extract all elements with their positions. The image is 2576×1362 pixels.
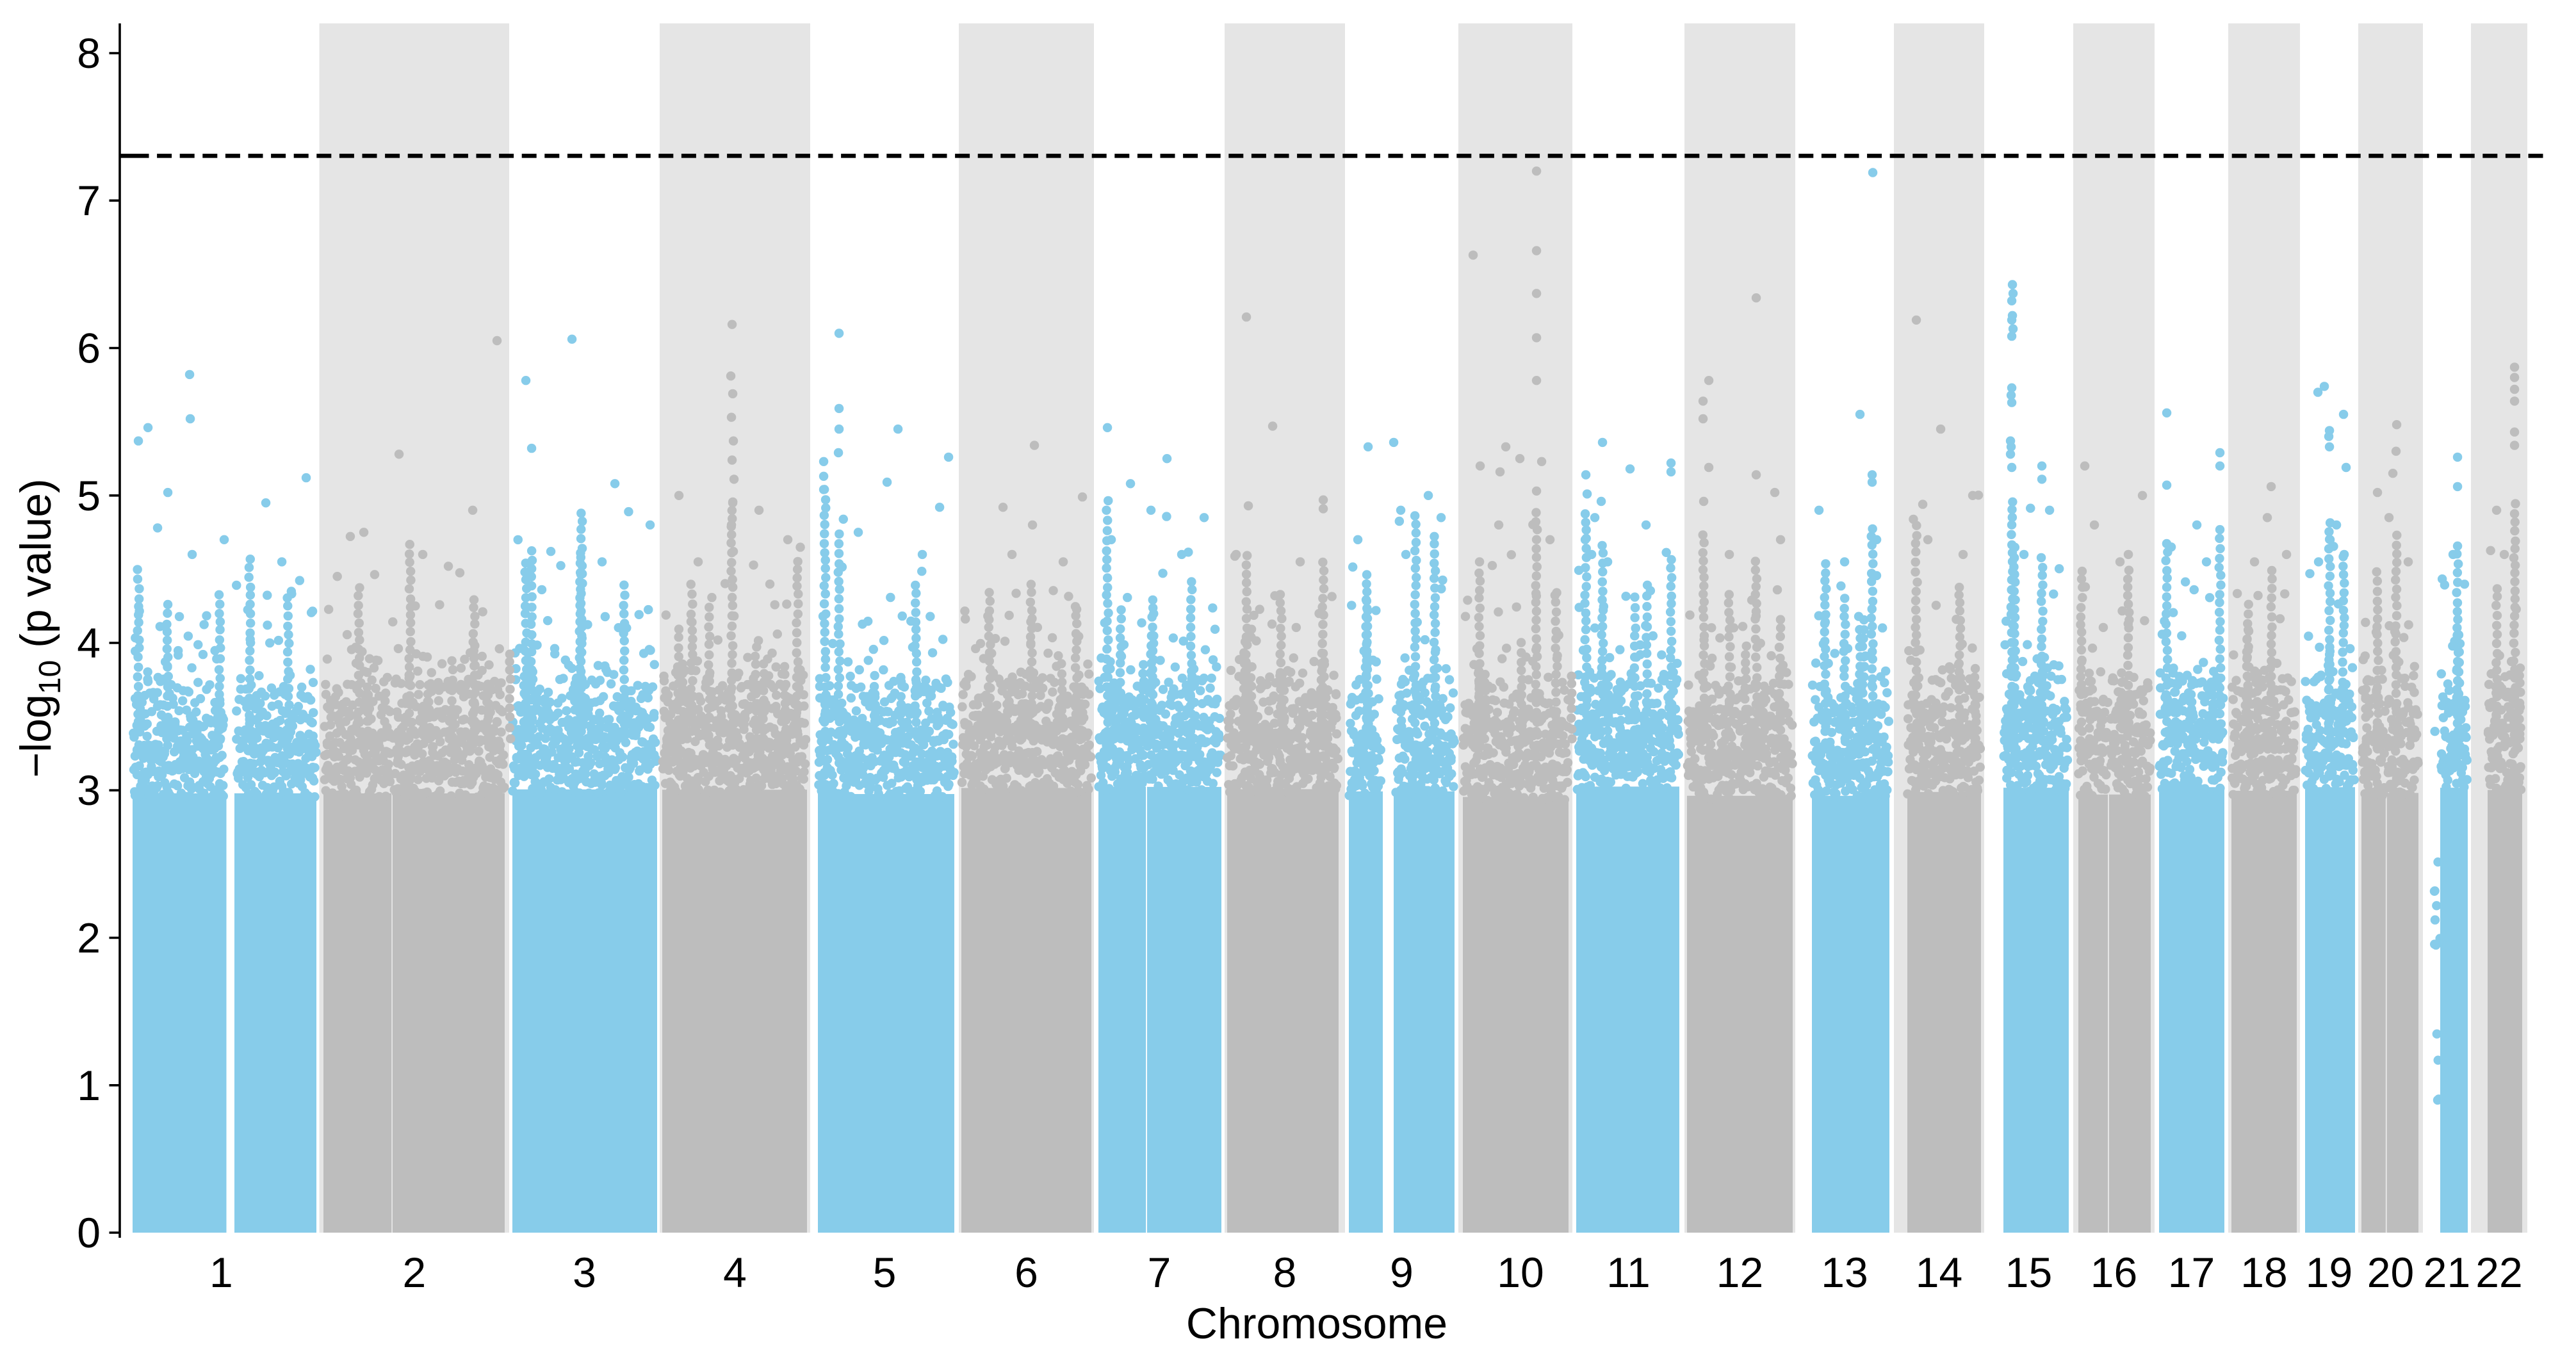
svg-text:8: 8 xyxy=(1273,1249,1297,1296)
svg-text:Chromosome: Chromosome xyxy=(1186,1299,1447,1348)
svg-text:2: 2 xyxy=(402,1249,426,1296)
svg-text:21: 21 xyxy=(2424,1249,2470,1296)
svg-text:8: 8 xyxy=(77,29,101,77)
svg-text:14: 14 xyxy=(1916,1249,1962,1296)
svg-text:1: 1 xyxy=(209,1249,233,1296)
svg-text:18: 18 xyxy=(2240,1249,2287,1296)
svg-text:6: 6 xyxy=(77,325,101,372)
svg-text:17: 17 xyxy=(2168,1249,2215,1296)
svg-text:16: 16 xyxy=(2091,1249,2137,1296)
svg-text:15: 15 xyxy=(2005,1249,2052,1296)
svg-text:12: 12 xyxy=(1716,1249,1763,1296)
svg-text:5: 5 xyxy=(873,1249,897,1296)
svg-text:2: 2 xyxy=(77,914,101,962)
svg-text:22: 22 xyxy=(2475,1249,2522,1296)
svg-text:6: 6 xyxy=(1015,1249,1038,1296)
svg-text:0: 0 xyxy=(77,1209,101,1256)
svg-text:7: 7 xyxy=(1148,1249,1171,1296)
svg-text:4: 4 xyxy=(723,1249,747,1296)
svg-text:11: 11 xyxy=(1606,1249,1651,1296)
svg-text:4: 4 xyxy=(77,619,101,667)
svg-text:3: 3 xyxy=(77,766,101,814)
svg-text:20: 20 xyxy=(2367,1249,2414,1296)
svg-text:1: 1 xyxy=(77,1062,101,1109)
svg-text:−log10 (p value): −log10 (p value) xyxy=(12,478,67,777)
svg-text:3: 3 xyxy=(573,1249,596,1296)
svg-text:9: 9 xyxy=(1390,1249,1414,1296)
svg-text:13: 13 xyxy=(1821,1249,1868,1296)
svg-text:7: 7 xyxy=(77,177,101,224)
svg-text:19: 19 xyxy=(2306,1249,2352,1296)
svg-text:5: 5 xyxy=(77,472,101,519)
svg-text:10: 10 xyxy=(1497,1249,1544,1296)
